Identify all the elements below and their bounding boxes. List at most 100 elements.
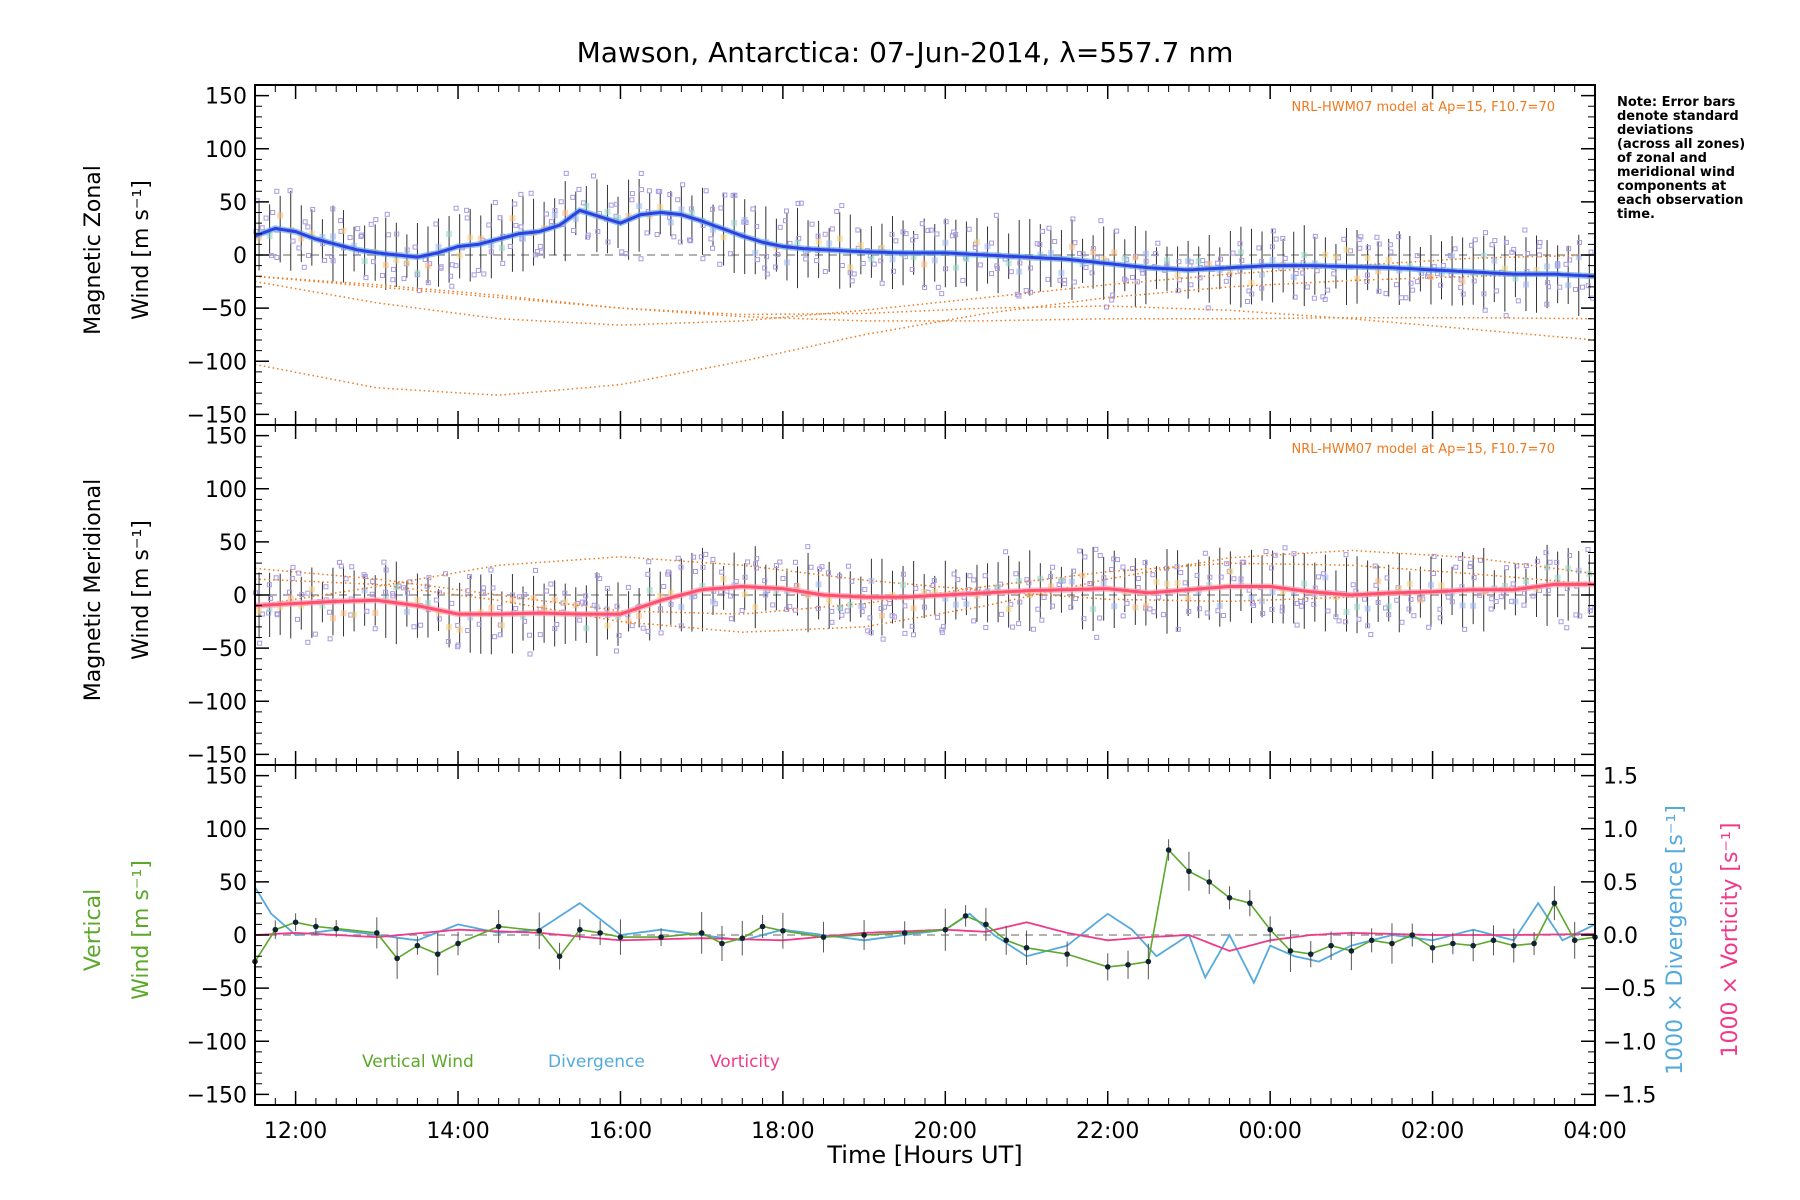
zone-point <box>943 219 949 225</box>
zone-sample <box>1575 254 1582 261</box>
zone-point <box>1151 609 1157 615</box>
zone-point <box>1408 596 1414 602</box>
zone-point <box>306 252 312 258</box>
zone-sample <box>1037 575 1044 582</box>
zone-point <box>1503 313 1509 319</box>
y-tick-label: −150 <box>187 403 247 428</box>
zone-point <box>290 238 296 244</box>
x-axis-label: Time [Hours UT] <box>826 1141 1022 1169</box>
zone-point <box>548 581 554 587</box>
zone-point <box>571 227 577 233</box>
zone-point <box>1256 245 1262 251</box>
note-line: (across all zones) <box>1617 137 1745 152</box>
zone-sample <box>625 212 632 219</box>
zone-point <box>939 629 945 635</box>
zone-point <box>646 188 652 194</box>
zone-point <box>1408 280 1414 286</box>
zone-point <box>467 574 473 580</box>
vertical-wind-point <box>333 925 340 932</box>
zone-point <box>678 564 684 570</box>
zone-sample <box>720 575 727 582</box>
zone-sample <box>340 227 347 234</box>
x-tick-label: 20:00 <box>914 1119 977 1144</box>
vertical-wind-point <box>1571 937 1578 944</box>
zone-sample <box>1068 578 1075 585</box>
zone-point <box>1188 282 1194 288</box>
zone-point <box>510 592 516 598</box>
right-tick-label: 1.5 <box>1603 765 1638 790</box>
model-curve <box>254 273 1596 396</box>
zone-point <box>1375 599 1381 605</box>
zone-point <box>822 231 828 237</box>
zone-sample <box>815 581 822 588</box>
zone-point <box>359 232 365 238</box>
zone-sample <box>931 257 938 264</box>
zone-point <box>1109 567 1115 573</box>
zone-point <box>678 623 684 629</box>
zone-point <box>844 608 850 614</box>
zone-point <box>274 254 280 260</box>
zone-point <box>1223 278 1229 284</box>
zone-point <box>527 651 533 657</box>
zone-sample <box>1058 577 1065 584</box>
zone-sample <box>551 596 558 603</box>
zone-sample <box>435 243 442 250</box>
zone-point <box>834 208 840 214</box>
zone-sample <box>762 588 769 595</box>
vertical-wind-point <box>759 923 766 930</box>
zone-point <box>267 595 273 601</box>
zone-sample <box>1227 568 1234 575</box>
zone-point <box>775 251 781 257</box>
zone-sample <box>266 605 273 612</box>
zone-point <box>1343 552 1349 558</box>
vorticity-line <box>254 921 1596 952</box>
zone-sample <box>1227 268 1234 275</box>
zone-point <box>1314 268 1320 274</box>
zone-point <box>426 575 432 581</box>
zone-point <box>1050 564 1056 570</box>
zone-sample <box>720 234 727 241</box>
zone-point <box>745 559 751 565</box>
zone-sample <box>699 583 706 590</box>
zone-point <box>1536 252 1542 258</box>
zone-point <box>889 231 895 237</box>
zone-point <box>893 238 899 244</box>
zone-sample <box>1153 578 1160 585</box>
zone-point <box>717 261 723 267</box>
zone-sample <box>446 231 453 238</box>
zone-point <box>1089 270 1095 276</box>
zone-point <box>394 231 400 237</box>
zone-point <box>862 586 868 592</box>
zone-point <box>370 259 376 265</box>
zone-point <box>1437 615 1443 621</box>
zone-point <box>1493 599 1499 605</box>
zone-point <box>764 271 770 277</box>
zone-point <box>310 206 316 212</box>
zone-point <box>401 276 407 282</box>
zone-point <box>1245 298 1251 304</box>
y-tick-label: 100 <box>205 138 247 163</box>
y-tick-label: 50 <box>219 191 247 216</box>
y-tick-label: −100 <box>187 690 247 715</box>
zone-point <box>1175 626 1181 632</box>
zone-sample <box>710 598 717 605</box>
zone-point <box>381 559 387 565</box>
zone-point <box>1218 256 1224 262</box>
vertical-ylabel-line1: Vertical <box>81 889 106 971</box>
zone-sample <box>1554 262 1561 269</box>
zone-point <box>983 624 989 630</box>
x-tick-label: 14:00 <box>426 1119 489 1144</box>
zone-point <box>343 576 349 582</box>
zone-point <box>692 568 698 574</box>
zone-sample <box>1132 254 1139 261</box>
y-tick-label: −50 <box>201 637 247 662</box>
zone-point <box>532 567 538 573</box>
zone-sample <box>1026 591 1033 598</box>
zone-point <box>829 226 835 232</box>
zone-point <box>925 228 931 234</box>
zone-point <box>1411 613 1417 619</box>
zone-point <box>753 561 759 567</box>
zone-point <box>710 206 716 212</box>
zone-point <box>1585 283 1591 289</box>
zone-point <box>730 192 736 198</box>
